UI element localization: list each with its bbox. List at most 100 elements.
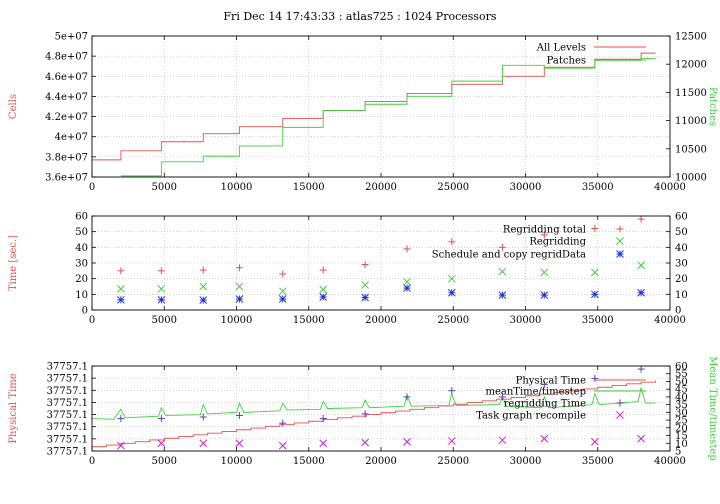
legend-marker xyxy=(616,250,624,258)
data-point xyxy=(447,274,456,283)
x-tick-label: 25000 xyxy=(437,456,469,467)
x-tick-label: 20000 xyxy=(365,315,397,326)
data-point xyxy=(448,238,456,246)
data-point xyxy=(117,415,125,423)
y2-tick-label: 12000 xyxy=(675,60,707,71)
y-tick-label: 37757.1 xyxy=(47,386,88,397)
x-tick-label: 30000 xyxy=(510,315,542,326)
x-tick-label: 40000 xyxy=(654,315,686,326)
data-point xyxy=(540,381,548,389)
data-point xyxy=(199,413,207,421)
y2-tick-label: 15 xyxy=(675,431,688,442)
y-tick-label: 37757.1 xyxy=(47,374,88,385)
x-tick-label: 20000 xyxy=(365,182,397,193)
y-tick-label: 37757.1 xyxy=(47,362,88,373)
data-point xyxy=(361,410,369,418)
y2-tick-label: 45 xyxy=(675,385,688,396)
data-point xyxy=(117,295,125,304)
y-tick-label: 10 xyxy=(75,290,88,301)
plot-frame xyxy=(91,215,671,311)
x-tick-label: 15000 xyxy=(293,315,325,326)
y2-tick-label: 30 xyxy=(675,259,688,270)
data-point xyxy=(361,293,369,302)
x-tick-label: 0 xyxy=(89,456,95,467)
y-tick-label: 5e+07 xyxy=(55,32,88,43)
x-tick-label: 5000 xyxy=(152,182,177,193)
y2-axis-label: Mean Time/timestep xyxy=(707,356,718,460)
series-line-1 xyxy=(120,58,656,177)
y2-tick-label: 55 xyxy=(675,369,688,380)
data-point xyxy=(403,284,411,292)
y-axis-label: Time [sec.] xyxy=(8,235,19,291)
data-point xyxy=(540,268,549,277)
data-point xyxy=(319,293,328,301)
y-tick-label: 50 xyxy=(75,227,88,238)
y2-tick-label: 35 xyxy=(675,400,688,411)
y-tick-label: 4.8e+07 xyxy=(45,52,88,63)
data-point xyxy=(637,365,645,373)
legend-label: Physical Time xyxy=(516,376,586,387)
y-axis-label: Cells xyxy=(8,94,19,119)
x-tick-label: 20000 xyxy=(365,456,397,467)
data-point xyxy=(319,266,327,274)
y-axis-label: Physical Time xyxy=(8,373,19,443)
y-tick-label: 37757.1 xyxy=(47,398,88,409)
y-tick-label: 37757.1 xyxy=(47,410,88,421)
y-tick-label: 0 xyxy=(82,306,88,317)
y-tick-label: 4.4e+07 xyxy=(45,92,88,103)
data-point xyxy=(591,225,599,233)
y-tick-label: 60 xyxy=(75,212,88,223)
plot-frame xyxy=(91,35,671,178)
data-point xyxy=(235,411,243,419)
y2-tick-label: 11000 xyxy=(675,116,707,127)
data-point xyxy=(278,441,287,450)
y2-tick-label: 20 xyxy=(675,274,688,285)
data-point xyxy=(235,282,244,291)
data-point xyxy=(447,288,456,297)
legend-label: meanTime/timestep xyxy=(485,387,586,398)
y2-tick-label: 10000 xyxy=(675,173,707,184)
data-point xyxy=(361,261,369,269)
data-point xyxy=(403,277,411,286)
data-point xyxy=(448,387,456,395)
x-tick-label: 35000 xyxy=(582,182,614,193)
data-point xyxy=(157,295,166,304)
legend-label: Task graph recompile xyxy=(476,411,586,422)
data-point xyxy=(498,291,507,299)
data-point xyxy=(637,434,645,443)
data-point xyxy=(498,436,507,445)
data-point xyxy=(279,419,287,427)
data-point xyxy=(637,215,645,223)
y2-tick-label: 12500 xyxy=(675,32,707,43)
x-tick-label: 25000 xyxy=(437,182,469,193)
y2-tick-label: 5 xyxy=(675,447,681,458)
legend-marker xyxy=(616,237,624,245)
y2-tick-label: 50 xyxy=(675,377,688,388)
legend-marker xyxy=(616,411,624,419)
data-point xyxy=(278,287,287,296)
data-point xyxy=(591,437,599,446)
y2-tick-label: 30 xyxy=(675,408,688,419)
y-tick-label: 20 xyxy=(75,274,88,285)
y-tick-label: 3.8e+07 xyxy=(45,152,88,163)
y-tick-label: 30 xyxy=(75,259,88,270)
data-point xyxy=(498,243,506,251)
y2-tick-label: 40 xyxy=(675,243,688,254)
x-tick-label: 30000 xyxy=(510,182,542,193)
data-point xyxy=(498,267,507,276)
data-point xyxy=(199,266,207,274)
x-tick-label: 40000 xyxy=(654,456,686,467)
chart-title: Fri Dec 14 17:43:33 : atlas725 : 1024 Pr… xyxy=(223,10,497,23)
y2-axis-label: Patches xyxy=(707,87,718,126)
x-tick-label: 30000 xyxy=(510,456,542,467)
legend-label: regridding Time xyxy=(504,399,586,410)
data-point xyxy=(157,284,166,293)
data-point xyxy=(319,439,328,448)
y2-tick-label: 0 xyxy=(675,306,681,317)
data-point xyxy=(117,441,125,450)
data-point xyxy=(319,415,327,423)
data-point xyxy=(117,267,125,275)
y2-tick-label: 10 xyxy=(675,439,688,450)
x-tick-label: 35000 xyxy=(582,315,614,326)
